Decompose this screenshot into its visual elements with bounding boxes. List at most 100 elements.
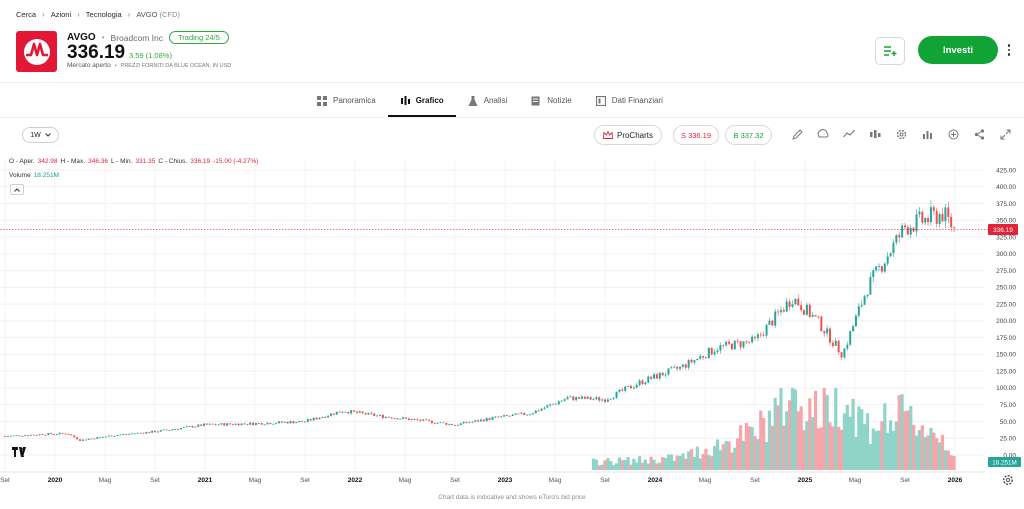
- high-value: 346.36: [88, 158, 108, 165]
- tab-dati-finanziari[interactable]: Dati Finanziari: [584, 84, 675, 117]
- tab-grafico[interactable]: Grafico: [387, 84, 456, 117]
- tab-analisi[interactable]: Analisi: [456, 84, 520, 117]
- candle-body: [526, 414, 529, 416]
- candle-body: [188, 426, 191, 427]
- candle-body: [231, 424, 234, 426]
- volume-bar: [715, 439, 720, 470]
- candle-body: [693, 360, 696, 363]
- candle-body: [863, 296, 866, 305]
- chart-disclaimer: Chart data is indicative and shows eToro…: [438, 494, 586, 501]
- more-options-icon[interactable]: [1004, 40, 1014, 60]
- candle-body: [67, 434, 70, 435]
- buy-price-button[interactable]: B 337.32: [725, 125, 772, 145]
- last-price-marker: 336.19 18.251M: [0, 224, 1021, 467]
- price-tick-label: 50.00: [1000, 419, 1017, 426]
- candle-body: [898, 235, 901, 238]
- volume-bar: [635, 462, 639, 470]
- price-tick-label: 325.00: [996, 234, 1016, 241]
- volume-legend: Volume 18.251M: [9, 172, 59, 179]
- candle-body: [21, 435, 24, 437]
- gear-icon[interactable]: [894, 127, 908, 141]
- price-chart[interactable]: 425.00 400.00 375.00 350.00 325.00 300.00 275.…: [0, 150, 1024, 490]
- candle-body: [751, 336, 754, 343]
- breadcrumb-azioni[interactable]: Azioni: [50, 10, 72, 19]
- candle-body: [278, 421, 281, 424]
- candle-body: [226, 423, 229, 426]
- candle-body: [110, 435, 113, 437]
- candle-body: [27, 435, 30, 437]
- candle-body: [676, 366, 679, 369]
- last-price-badge: [988, 224, 1018, 236]
- add-to-watchlist-button[interactable]: [875, 37, 905, 65]
- candle-body: [719, 345, 722, 351]
- candle-body: [373, 413, 376, 416]
- broadcom-logo-icon: [23, 38, 50, 65]
- candle-body: [122, 434, 125, 435]
- candle-body: [722, 345, 725, 346]
- tab-notizie[interactable]: Notizie: [519, 84, 583, 117]
- fullscreen-icon[interactable]: [998, 127, 1012, 141]
- candle-body: [182, 427, 185, 428]
- draw-icon[interactable]: [790, 127, 804, 141]
- volume-bar: [779, 388, 783, 470]
- candle-body: [433, 423, 436, 424]
- candle-body: [935, 210, 938, 224]
- price-axis: 425.00 400.00 375.00 350.00 325.00 300.00 275.…: [996, 167, 1016, 459]
- candle-body: [808, 304, 811, 317]
- share-icon[interactable]: [972, 127, 986, 141]
- breadcrumb-cerca[interactable]: Cerca: [16, 10, 37, 19]
- candle-body: [229, 423, 231, 425]
- candle-body: [439, 422, 442, 424]
- sell-price-button[interactable]: S 336.19: [673, 125, 719, 145]
- candle-body: [604, 399, 606, 402]
- candle-body: [32, 434, 35, 436]
- time-axis: Set 2020 Mag Set 2021 Mag Set 2022 Mag Set 2023 Mag…: [0, 471, 985, 484]
- volume-bar: [788, 400, 792, 470]
- volume-bar: [770, 425, 774, 470]
- candle-body: [681, 364, 684, 367]
- chart-settings-icon[interactable]: [1002, 473, 1014, 486]
- breadcrumb-tecnologia[interactable]: Tecnologia: [85, 10, 122, 19]
- volume-bar: [940, 434, 945, 470]
- price-change: 3.59 (1.08%): [129, 51, 172, 60]
- candle-body: [684, 364, 687, 368]
- volume-bar: [785, 411, 789, 470]
- procharts-button[interactable]: ProCharts: [594, 125, 662, 145]
- volume-bar: [932, 432, 936, 470]
- volume-bar: [652, 459, 656, 470]
- candle-body: [878, 266, 881, 267]
- candle-body: [765, 324, 768, 336]
- invest-button[interactable]: Investi: [918, 36, 998, 64]
- candle-body: [384, 416, 387, 419]
- interval-select[interactable]: 1W: [22, 127, 59, 143]
- candle-body: [831, 342, 834, 346]
- indicators-icon[interactable]: [816, 127, 830, 141]
- collapse-legend-button[interactable]: [10, 184, 24, 195]
- candle-body: [725, 341, 728, 346]
- time-tick-label: Set: [300, 477, 310, 484]
- bars-icon[interactable]: [920, 127, 934, 141]
- price-tick-label: 25.00: [1000, 436, 1017, 443]
- candle-body: [929, 207, 932, 223]
- volume-bar: [842, 413, 847, 470]
- candle-body: [540, 408, 543, 411]
- candle-body: [90, 438, 93, 440]
- volume-bar: [692, 456, 697, 470]
- candle-body: [387, 416, 390, 418]
- company-name: Broadcom Inc: [110, 32, 163, 43]
- volume-bar: [900, 394, 904, 470]
- volume-bar: [848, 416, 852, 470]
- candle-body: [237, 423, 240, 426]
- volume-bar: [661, 457, 665, 470]
- add-icon[interactable]: [946, 127, 960, 141]
- tab-panoramica[interactable]: Panoramica: [305, 84, 388, 117]
- candle-body: [849, 331, 852, 345]
- candle-type-icon[interactable]: [868, 127, 882, 141]
- candle-body: [488, 417, 491, 420]
- tab-label: Dati Finanziari: [611, 96, 663, 105]
- candle-body: [318, 417, 321, 420]
- candle-body: [35, 434, 38, 436]
- line-type-icon[interactable]: [842, 127, 856, 141]
- candle-body: [759, 334, 762, 336]
- volume-bar: [891, 430, 896, 470]
